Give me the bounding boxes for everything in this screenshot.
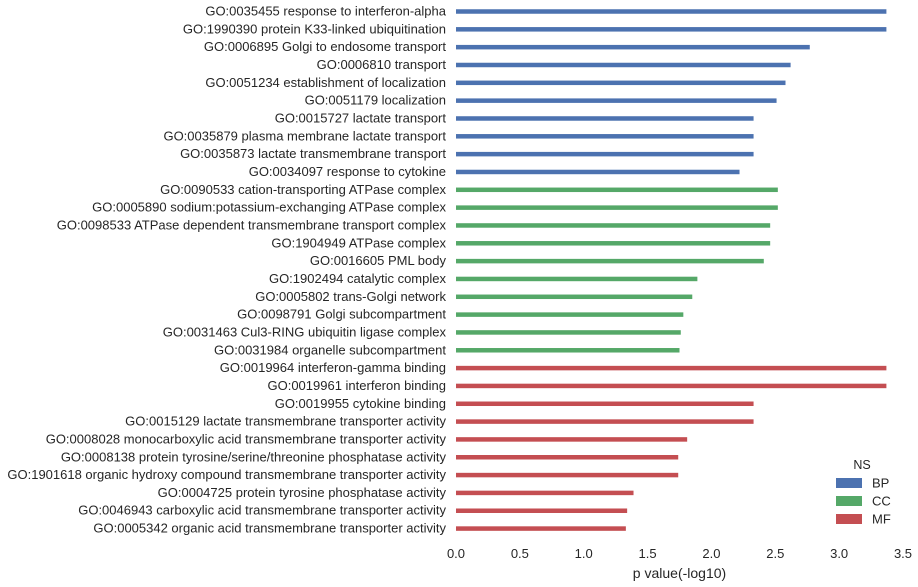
x-tick-label: 2.0 [702,546,720,561]
x-tick-label: 0.0 [447,546,465,561]
category-label: GO:0006810 transport [317,57,447,72]
bar-bp [456,80,786,86]
bar-cc [456,205,778,210]
category-label: GO:0019961 interferon binding [267,378,446,393]
legend-swatch-bp [836,478,862,488]
bar-mf [456,419,754,424]
category-label: GO:0015727 lactate transport [275,110,447,125]
category-label: GO:0034097 response to cytokine [249,164,446,179]
category-label: GO:0035879 plasma membrane lactate trans… [163,128,446,143]
category-label: GO:0051234 establishment of localization [205,75,446,90]
category-label: GO:0051179 localization [305,93,446,108]
bar-cc [456,312,684,317]
bar-bp [456,98,777,103]
category-label: GO:0005802 trans-Golgi network [255,289,446,304]
bar-mf [456,437,688,442]
bar-bp [456,134,754,139]
category-label: GO:1901618 organic hydroxy compound tran… [7,467,446,482]
category-label: GO:0016605 PML body [310,253,447,268]
x-tick-labels-group: 0.0 0.5 1.0 1.5 2.0 2.5 3.0 3.5 [447,546,912,561]
category-label: GO:0098791 Golgi subcompartment [237,307,446,322]
bar-cc [456,294,693,300]
x-axis-label: p value(-log10) [633,565,726,581]
bar-bp [456,151,754,157]
legend-swatch-cc [836,496,862,506]
category-label: GO:0008028 monocarboxylic acid transmemb… [46,431,447,446]
legend: NS BP CC MF [836,458,891,527]
x-tick-label: 1.5 [639,546,657,561]
legend-entry-bp: BP [872,476,889,491]
bar-cc [456,276,698,282]
bar-cc [456,187,778,193]
category-label: GO:0019964 interferon-gamma binding [220,360,446,375]
category-label: GO:0035455 response to interferon-alpha [205,4,446,19]
bar-mf [456,526,626,531]
bar-mf [456,508,628,513]
bar-bp [456,62,791,68]
x-tick-label: 3.0 [830,546,848,561]
bar-mf [456,490,634,496]
category-labels-group: GO:0035455 response to interferon-alpha G… [7,4,446,536]
bar-mf [456,472,679,478]
legend-title: NS [853,458,870,472]
bar-bp [456,9,887,14]
bar-cc [456,330,681,335]
category-label: GO:0004725 protein tyrosine phosphatase … [158,485,447,500]
x-tick-label: 3.5 [894,546,912,561]
category-label: GO:0098533 ATPase dependent transmembran… [57,217,447,232]
category-label: GO:0006895 Golgi to endosome transport [204,39,446,54]
bar-bp [456,116,754,121]
x-tick-label: 0.5 [511,546,529,561]
x-tick-label: 2.5 [766,546,784,561]
bar-mf [456,455,679,460]
category-label: GO:1904949 ATPase complex [271,235,446,250]
category-label: GO:1902494 catalytic complex [269,271,447,286]
category-label: GO:0008138 protein tyrosine/serine/threo… [61,449,447,464]
bar-mf [456,383,887,389]
bar-bp [456,44,810,50]
bar-bp [456,169,740,175]
legend-swatch-mf [836,514,862,524]
category-label: GO:1990390 protein K33-linked ubiquitina… [183,21,446,36]
bar-mf [456,401,754,407]
bar-cc [456,258,764,264]
bars-group [456,9,887,531]
category-label: GO:0005890 sodium:potassium-exchanging A… [92,200,446,215]
category-label: GO:0005342 organic acid transmembrane tr… [93,521,446,536]
bar-mf [456,365,887,371]
bar-bp [456,27,887,32]
category-label: GO:0015129 lactate transmembrane transpo… [125,414,446,429]
category-label: GO:0090533 cation-transporting ATPase co… [160,182,446,197]
legend-entry-mf: MF [872,512,891,527]
bar-cc [456,241,771,246]
category-label: GO:0046943 carboxylic acid transmembrane… [78,503,446,518]
category-label: GO:0019955 cytokine binding [275,396,446,411]
category-label: GO:0031463 Cul3-RING ubiquitin ligase co… [163,324,447,339]
bar-cc [456,223,771,228]
x-tick-label: 1.0 [575,546,593,561]
category-label: GO:0035873 lactate transmembrane transpo… [180,146,446,161]
category-label: GO:0031984 organelle subcompartment [214,342,446,357]
bar-cc [456,348,680,353]
legend-entry-cc: CC [872,494,891,509]
